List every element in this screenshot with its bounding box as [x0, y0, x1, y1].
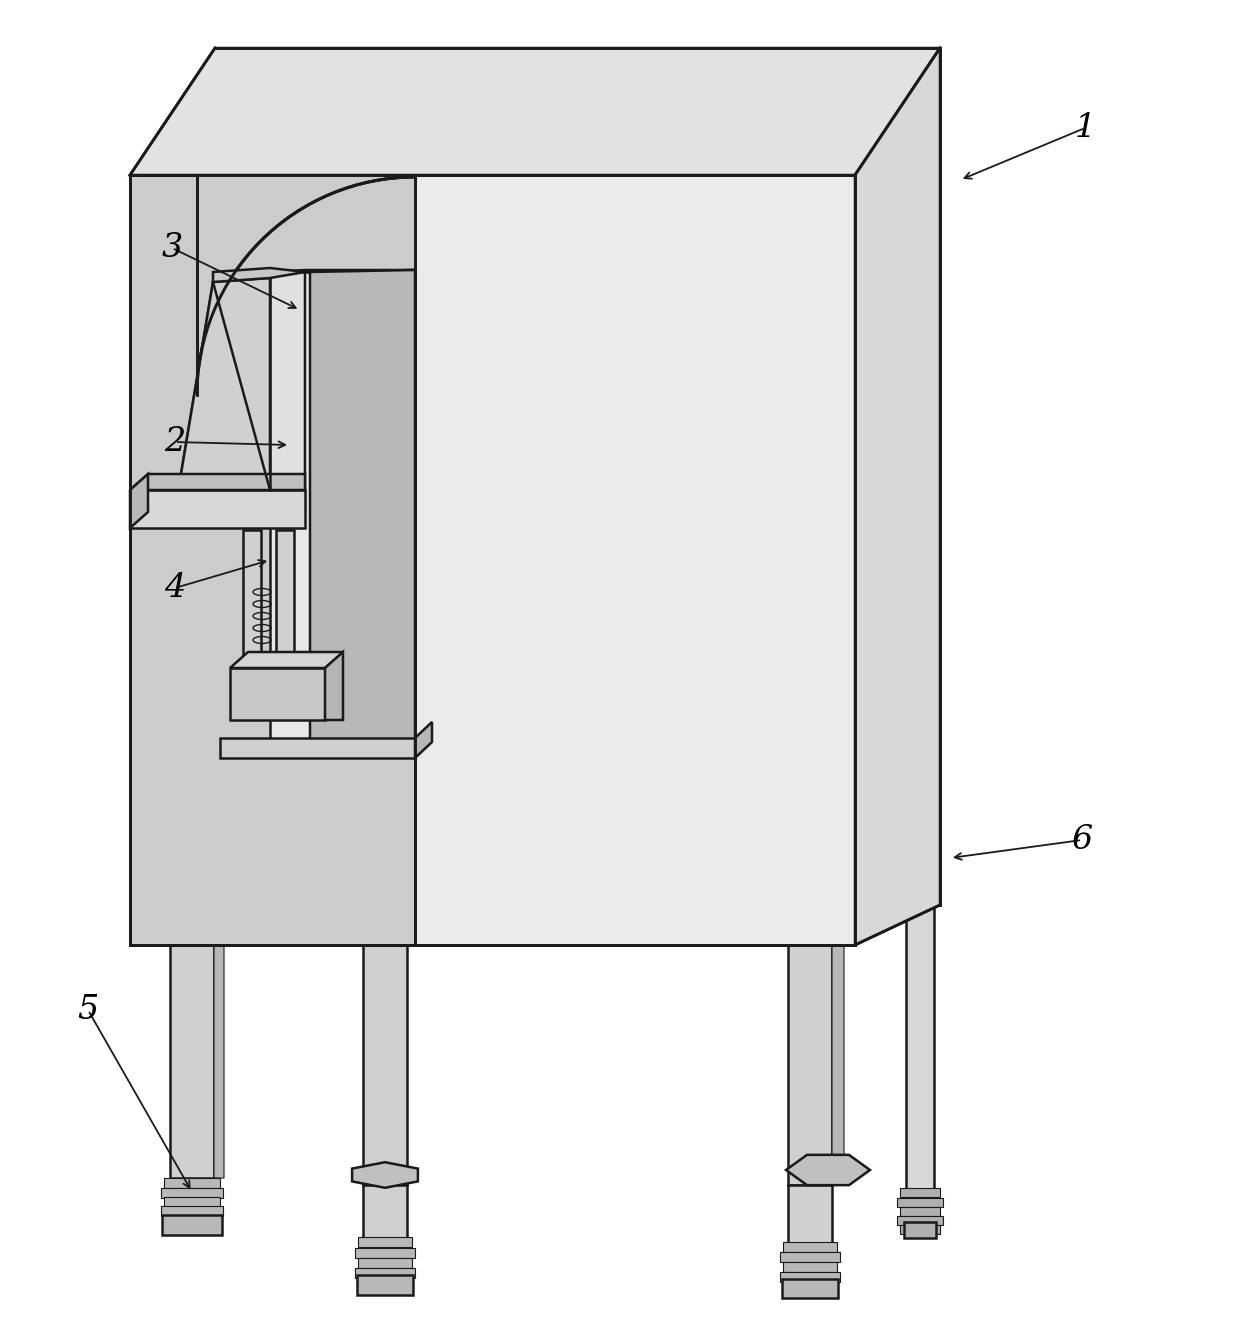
- Polygon shape: [161, 1206, 223, 1215]
- Polygon shape: [277, 529, 294, 685]
- Polygon shape: [782, 1280, 838, 1298]
- Polygon shape: [270, 271, 310, 750]
- Polygon shape: [363, 945, 407, 1185]
- Polygon shape: [229, 652, 343, 668]
- Polygon shape: [130, 489, 305, 528]
- Polygon shape: [270, 270, 415, 271]
- Polygon shape: [782, 1242, 837, 1251]
- Polygon shape: [175, 278, 270, 509]
- Polygon shape: [130, 475, 148, 528]
- Polygon shape: [897, 1215, 942, 1225]
- Polygon shape: [175, 271, 305, 509]
- Polygon shape: [782, 1262, 837, 1271]
- Polygon shape: [213, 267, 305, 282]
- Polygon shape: [162, 1215, 222, 1235]
- Polygon shape: [782, 1282, 837, 1292]
- Polygon shape: [900, 1225, 940, 1234]
- Polygon shape: [215, 940, 224, 1178]
- Polygon shape: [415, 722, 432, 758]
- Polygon shape: [832, 939, 844, 1185]
- Polygon shape: [219, 738, 415, 758]
- Text: 5: 5: [77, 993, 99, 1025]
- Polygon shape: [900, 1207, 940, 1215]
- Polygon shape: [355, 1247, 415, 1258]
- Polygon shape: [164, 1197, 219, 1207]
- Polygon shape: [900, 1189, 940, 1197]
- Polygon shape: [305, 270, 415, 755]
- Polygon shape: [355, 1267, 415, 1278]
- Polygon shape: [897, 1198, 942, 1207]
- Polygon shape: [325, 652, 343, 721]
- Polygon shape: [906, 905, 934, 1190]
- Polygon shape: [358, 1237, 412, 1247]
- Polygon shape: [780, 1251, 839, 1262]
- Polygon shape: [352, 1162, 418, 1187]
- Polygon shape: [363, 1185, 407, 1239]
- Polygon shape: [787, 945, 832, 1185]
- Polygon shape: [787, 1185, 832, 1245]
- Polygon shape: [415, 175, 856, 945]
- Polygon shape: [161, 1189, 223, 1198]
- Polygon shape: [170, 945, 215, 1178]
- Polygon shape: [856, 48, 940, 945]
- Polygon shape: [130, 175, 415, 945]
- Polygon shape: [357, 1275, 413, 1296]
- Text: 3: 3: [161, 233, 182, 263]
- Polygon shape: [164, 1218, 219, 1227]
- Text: 6: 6: [1071, 824, 1092, 856]
- Polygon shape: [197, 175, 415, 394]
- Polygon shape: [358, 1278, 412, 1288]
- Polygon shape: [358, 1258, 412, 1267]
- Polygon shape: [164, 1178, 219, 1189]
- Polygon shape: [310, 270, 415, 755]
- Polygon shape: [229, 668, 325, 721]
- Polygon shape: [130, 48, 940, 175]
- Polygon shape: [904, 1222, 936, 1238]
- Text: 1: 1: [1074, 112, 1096, 144]
- Polygon shape: [780, 1271, 839, 1282]
- Text: 4: 4: [165, 572, 186, 604]
- Polygon shape: [243, 529, 260, 685]
- Text: 2: 2: [165, 427, 186, 459]
- Polygon shape: [786, 1155, 870, 1185]
- Polygon shape: [130, 475, 305, 489]
